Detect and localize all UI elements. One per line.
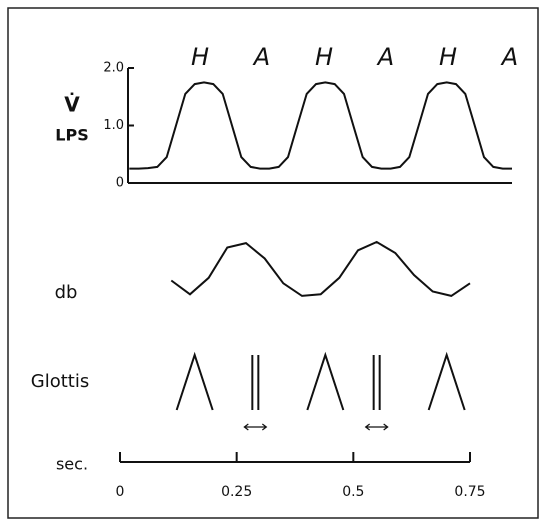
x-tick-label: 0.5 [342,484,364,500]
glottis-open [306,351,345,411]
y-tick-label: 2.0 [103,61,124,76]
line-1 [170,240,471,297]
arrow [243,423,268,431]
annotation: H [191,43,209,71]
glottis-label: Glottis [31,371,89,392]
frame [7,7,539,519]
line-0 [129,81,512,170]
y-label: LPS [55,126,88,145]
annotation: H [439,43,457,71]
x-label: sec. [56,455,88,474]
x-tick-label: 0.25 [221,484,252,500]
glottis-open [175,351,214,411]
annotation: A [500,43,518,71]
x-tick-label: 0.75 [454,484,485,500]
glottis-open [427,351,466,411]
glottis-closed [251,355,260,410]
y-tick-label: 1.0 [103,118,124,133]
annotation: H [315,43,333,71]
arrow [364,423,389,431]
y-label-symbol: V̇ [64,93,80,117]
glottis-closed [372,355,381,410]
x-tick-label: 0 [116,484,125,500]
y-tick-label: 0 [116,176,124,191]
db-label: db [55,282,78,303]
annotation: A [252,43,270,71]
annotation: A [376,43,394,71]
